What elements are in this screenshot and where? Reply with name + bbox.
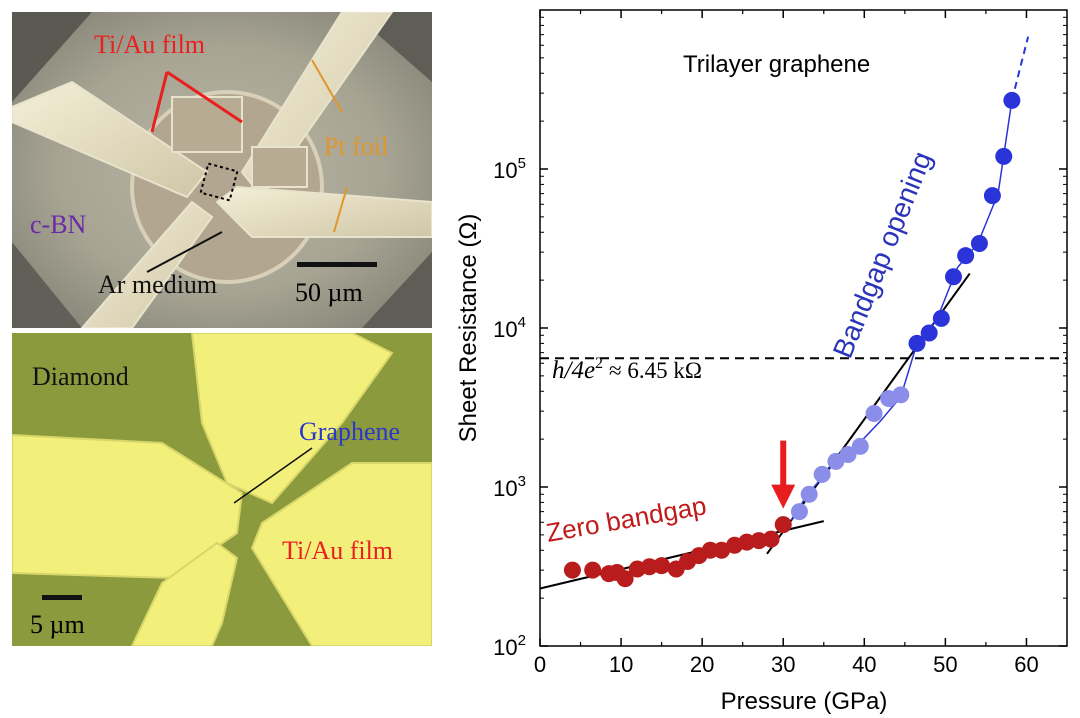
plot-frame: [539, 9, 1068, 647]
data-point: [640, 558, 658, 576]
data-points: [563, 91, 1021, 588]
data-point: [563, 561, 581, 579]
data-point: [584, 561, 602, 579]
data-point: [790, 503, 808, 521]
arrow-head: [771, 484, 796, 509]
data-point: [713, 541, 731, 559]
scale-bar-5um: [42, 595, 82, 600]
data-point: [1003, 91, 1021, 109]
ti-au-label-top: Ti/Au film: [94, 30, 206, 59]
chart-title: Trilayer graphene: [683, 51, 870, 78]
data-point: [762, 530, 780, 548]
diamond-anvil-photo: Ti/Au film Pt foil c-BN Ar medium 50 µm: [12, 12, 432, 328]
data-point: [983, 187, 1001, 205]
y-tick-label: 102: [493, 632, 526, 660]
x-tick-label: 60: [1014, 652, 1038, 677]
transition-arrow: [771, 440, 796, 509]
y-tick-label: 105: [493, 155, 526, 183]
x-tick-label: 30: [771, 652, 795, 677]
data-point: [865, 404, 883, 422]
y-tick-labels: 102 103 104 105: [493, 155, 526, 660]
x-tick-label: 10: [609, 652, 633, 677]
ar-medium-label: Ar medium: [98, 270, 218, 299]
data-point: [851, 437, 869, 455]
scale-label-5um: 5 µm: [30, 610, 85, 639]
x-axis-label: Pressure (GPa): [721, 688, 888, 715]
cbn-label: c-BN: [30, 210, 87, 239]
data-point: [653, 557, 671, 575]
photo-bottom-drawing: [12, 333, 432, 646]
ti-au-electrodes: [12, 12, 432, 328]
data-point: [944, 268, 962, 286]
sheet-resistance-chart: 0 10 20 30 40 50 60 102 103 104 105 Trilayer grap…: [455, 9, 1068, 715]
quantum-label: h/4e2 ≈ 6.45 kΩ: [552, 355, 702, 384]
x-tick-label: 0: [534, 652, 546, 677]
graphene-device-photo: Diamond Graphene Ti/Au film 5 µm: [12, 333, 432, 646]
data-point: [908, 334, 926, 352]
graphene-label: Graphene: [299, 417, 401, 446]
data-point: [920, 324, 938, 342]
pt-foil-label: Pt foil: [324, 132, 389, 161]
sample-region-box: [199, 162, 239, 202]
data-point: [616, 570, 634, 588]
linear-fit-line: [539, 520, 825, 590]
y-tick-label: 103: [493, 473, 526, 501]
ti-au-label-bottom: Ti/Au film: [282, 536, 394, 565]
data-point: [892, 386, 910, 404]
data-point: [800, 485, 818, 503]
x-tick-label: 50: [933, 652, 957, 677]
x-tick-labels: 0 10 20 30 40 50 60: [534, 652, 1039, 677]
bandgap-opening-label: Bandgap opening: [827, 147, 938, 362]
data-point: [932, 309, 950, 327]
data-point: [970, 234, 988, 252]
guide-extrapolation: [1010, 36, 1030, 101]
x-tick-label: 20: [690, 652, 714, 677]
scale-label-50um: 50 µm: [295, 278, 363, 307]
photo-top-drawing: [12, 12, 432, 328]
data-point: [839, 446, 857, 464]
data-point: [813, 465, 831, 483]
y-axis-label: Sheet Resistance (Ω): [455, 214, 482, 443]
y-tick-label: 104: [493, 314, 526, 342]
scale-bar-50um: [297, 262, 377, 267]
data-point: [957, 247, 975, 265]
data-point: [995, 147, 1013, 165]
zero-bandgap-label: Zero bandgap: [544, 490, 709, 548]
axis-ticks: [539, 10, 1067, 647]
x-tick-label: 40: [852, 652, 876, 677]
diamond-label: Diamond: [32, 362, 129, 391]
gold-electrodes: [12, 333, 432, 646]
data-point: [774, 516, 792, 534]
